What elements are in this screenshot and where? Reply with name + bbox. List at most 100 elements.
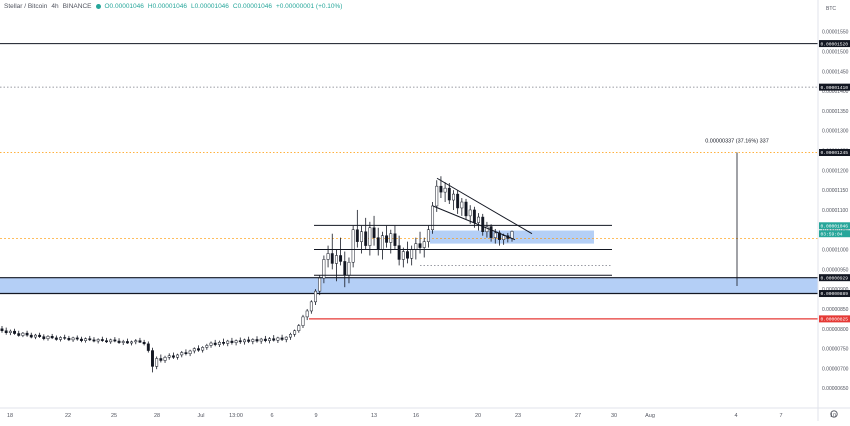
candle-body bbox=[151, 350, 154, 367]
y-tick-label: 0.00001150 bbox=[822, 188, 848, 194]
candle-body bbox=[54, 337, 58, 340]
x-tick-label: 13:00 bbox=[229, 413, 243, 419]
candle-body bbox=[42, 336, 46, 339]
candle-body bbox=[213, 342, 217, 345]
y-tick-label: 0.00001300 bbox=[822, 129, 849, 135]
y-tick-label: 0.00001400 bbox=[822, 89, 849, 95]
candle-body bbox=[297, 325, 301, 332]
candle-body bbox=[322, 259, 326, 279]
x-tick-label: 28 bbox=[154, 413, 160, 419]
y-tick-label: 0.00000850 bbox=[822, 307, 849, 313]
candle-body bbox=[309, 301, 313, 312]
legend-close: C0.00001046 bbox=[232, 3, 272, 10]
candle-body bbox=[130, 341, 134, 344]
price-axis[interactable]: 0.00001550 0.00001500 0.00001450 0.00001400… bbox=[817, 0, 849, 421]
candle-body bbox=[192, 348, 196, 352]
candle-body bbox=[502, 235, 506, 240]
price-tag-bg bbox=[819, 83, 850, 91]
candle-body bbox=[276, 337, 280, 341]
candle-body bbox=[364, 231, 368, 246]
price-tag-bg bbox=[819, 315, 850, 323]
candle-body bbox=[314, 290, 317, 303]
candle-body bbox=[472, 209, 476, 223]
candle-body bbox=[510, 231, 514, 239]
time-axis[interactable]: 18 22 25 28 Jul 13:00 6 9 13 16 20 23 27 30 Aug 4 7 10 bbox=[0, 407, 850, 419]
candle-body bbox=[280, 337, 284, 340]
candle-body bbox=[330, 253, 334, 264]
candle-body bbox=[360, 231, 363, 242]
candle-body bbox=[347, 261, 351, 276]
candle-body bbox=[176, 354, 180, 358]
price-tag-label: 03:59:04 bbox=[821, 231, 843, 237]
candle-body bbox=[255, 339, 259, 342]
drawings: 0.00000337 (37.16%) 337 bbox=[314, 139, 769, 286]
candle-body bbox=[100, 339, 104, 341]
x-tick-label: 6 bbox=[270, 413, 273, 419]
legend-low: L0.00001046 bbox=[190, 3, 229, 10]
candle-body bbox=[113, 339, 117, 342]
y-tick-label: 0.00001450 bbox=[822, 69, 849, 75]
candle-body bbox=[339, 255, 343, 262]
candle-body bbox=[25, 332, 29, 336]
candle-body bbox=[481, 216, 485, 232]
candle-body bbox=[13, 330, 16, 334]
candle-body bbox=[21, 332, 25, 336]
candle-body bbox=[477, 216, 481, 223]
candle-body bbox=[468, 209, 472, 217]
candle-body bbox=[88, 338, 92, 341]
x-tick-label: 20 bbox=[475, 413, 481, 419]
candle-body bbox=[79, 338, 83, 341]
measure-label: 0.00000337 (37.16%) 337 bbox=[705, 139, 769, 145]
x-tick-label: Aug bbox=[645, 413, 655, 419]
support-zone bbox=[0, 277, 818, 294]
price-tag-label: 0.00001046 bbox=[821, 223, 849, 229]
candle-body bbox=[222, 341, 226, 344]
candle-body bbox=[351, 229, 355, 263]
legend-symbol[interactable]: Stellar / Bitcoin bbox=[4, 3, 48, 10]
candle-body bbox=[372, 227, 376, 238]
candle-body bbox=[385, 235, 389, 243]
x-tick-label: 22 bbox=[65, 413, 71, 419]
candle-body bbox=[460, 201, 464, 209]
candle-body bbox=[188, 350, 192, 354]
price-tags: 0.00001520 0.00001410 0.00001245 0.00001046… bbox=[819, 40, 850, 323]
wedge-lower-line bbox=[432, 205, 516, 241]
candle-body bbox=[105, 340, 108, 343]
settings-gear-icon[interactable] bbox=[830, 410, 838, 418]
y-tick-label: 0.00001000 bbox=[822, 248, 849, 254]
candle-body bbox=[334, 255, 338, 264]
candle-body bbox=[92, 339, 96, 342]
price-tag-bg bbox=[819, 222, 850, 230]
candle-body bbox=[263, 338, 267, 341]
legend-high: H0.00001046 bbox=[147, 3, 187, 10]
candle-body bbox=[209, 342, 213, 346]
candle-body bbox=[201, 347, 205, 351]
candle-body bbox=[180, 352, 184, 356]
candle-body bbox=[272, 338, 276, 341]
candle-body bbox=[230, 340, 234, 343]
x-tick-label: 18 bbox=[7, 413, 13, 419]
candle-body bbox=[71, 337, 75, 341]
candle-body bbox=[226, 340, 230, 344]
candle-body bbox=[63, 337, 67, 339]
x-tick-label: 10 bbox=[830, 413, 836, 419]
candle-body bbox=[217, 341, 221, 345]
candle-body bbox=[167, 355, 171, 358]
candle-body bbox=[17, 333, 21, 336]
candle-body bbox=[426, 229, 430, 242]
candle-body bbox=[305, 310, 309, 318]
candle-body bbox=[121, 341, 125, 343]
x-tick-label: 27 bbox=[575, 413, 581, 419]
chart-legend: Stellar / Bitcoin 4h BINANCE O0.00001046… bbox=[4, 3, 342, 10]
candle-body bbox=[318, 277, 322, 292]
candle-body bbox=[393, 233, 397, 246]
candle-body bbox=[50, 336, 54, 339]
candle-body bbox=[238, 340, 242, 343]
price-tag-bg bbox=[819, 290, 850, 298]
candle-body bbox=[406, 251, 409, 259]
price-tag-label: 0.00001410 bbox=[821, 85, 849, 91]
candle-body bbox=[464, 201, 468, 217]
x-tick-label: 9 bbox=[314, 413, 317, 419]
